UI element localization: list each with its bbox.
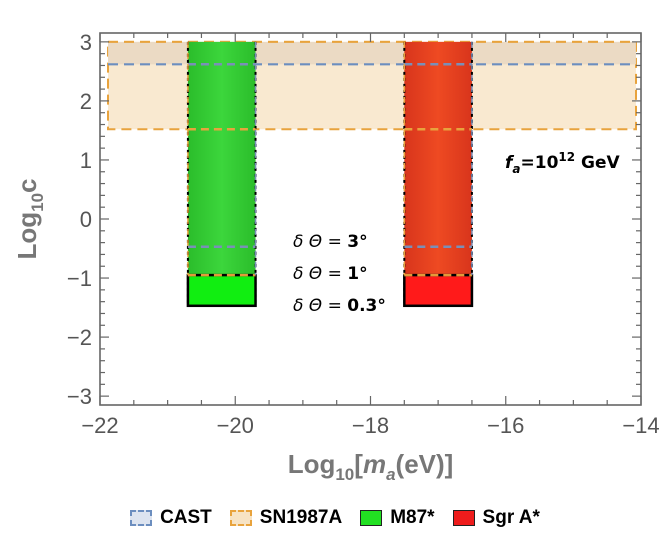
x-axis-title: Log10[ma(eV)]: [288, 449, 454, 484]
chart-plot: −22 −20 −18 −16 −14 3 2 1 0 −1 −2 −3 fa=1012 GeV δ Θ…: [12, 30, 660, 484]
y-tick-label: 1: [80, 148, 92, 173]
y-tick-label: 3: [80, 30, 92, 55]
y-tick-label: −1: [67, 266, 92, 291]
delta-theta-label: δ Θ = 1°: [293, 264, 368, 284]
x-tick-label: −14: [622, 413, 659, 438]
y-tick-label: 0: [80, 207, 92, 232]
legend-item: SN1987A: [229, 507, 343, 529]
legend: CAST SN1987A M87* Sgr A*: [0, 500, 670, 536]
fa-annotation: fa=1012 GeV: [505, 150, 621, 176]
legend-label: M87*: [390, 507, 435, 528]
sgra-bar-lower: [404, 275, 472, 306]
legend-swatch: [452, 510, 475, 526]
y-axis-title: Log10c: [12, 178, 47, 259]
legend-label: Sgr A*: [482, 507, 540, 528]
legend-swatch: [130, 510, 153, 526]
legend-label: SN1987A: [259, 507, 343, 528]
legend-swatch: [360, 510, 383, 526]
x-tick-label: −16: [487, 413, 524, 438]
sgra-bar: [404, 41, 472, 276]
legend-item: Sgr A*: [452, 507, 540, 529]
legend-item: CAST: [130, 507, 212, 529]
delta-theta-label: δ Θ = 3°: [293, 232, 368, 252]
y-tick-label: −2: [67, 325, 92, 350]
m87-bar-lower: [187, 275, 256, 306]
legend-item: M87*: [360, 507, 435, 529]
x-tick-label: −20: [217, 413, 254, 438]
y-tick-label: −3: [67, 384, 92, 409]
legend-label: CAST: [160, 507, 212, 528]
x-tick-label: −18: [352, 413, 389, 438]
y-tick-label: 2: [80, 89, 92, 114]
m87-bar: [187, 41, 256, 276]
legend-swatch: [229, 510, 252, 526]
delta-theta-label: δ Θ = 0.3°: [293, 296, 386, 316]
x-tick-label: −22: [81, 413, 118, 438]
